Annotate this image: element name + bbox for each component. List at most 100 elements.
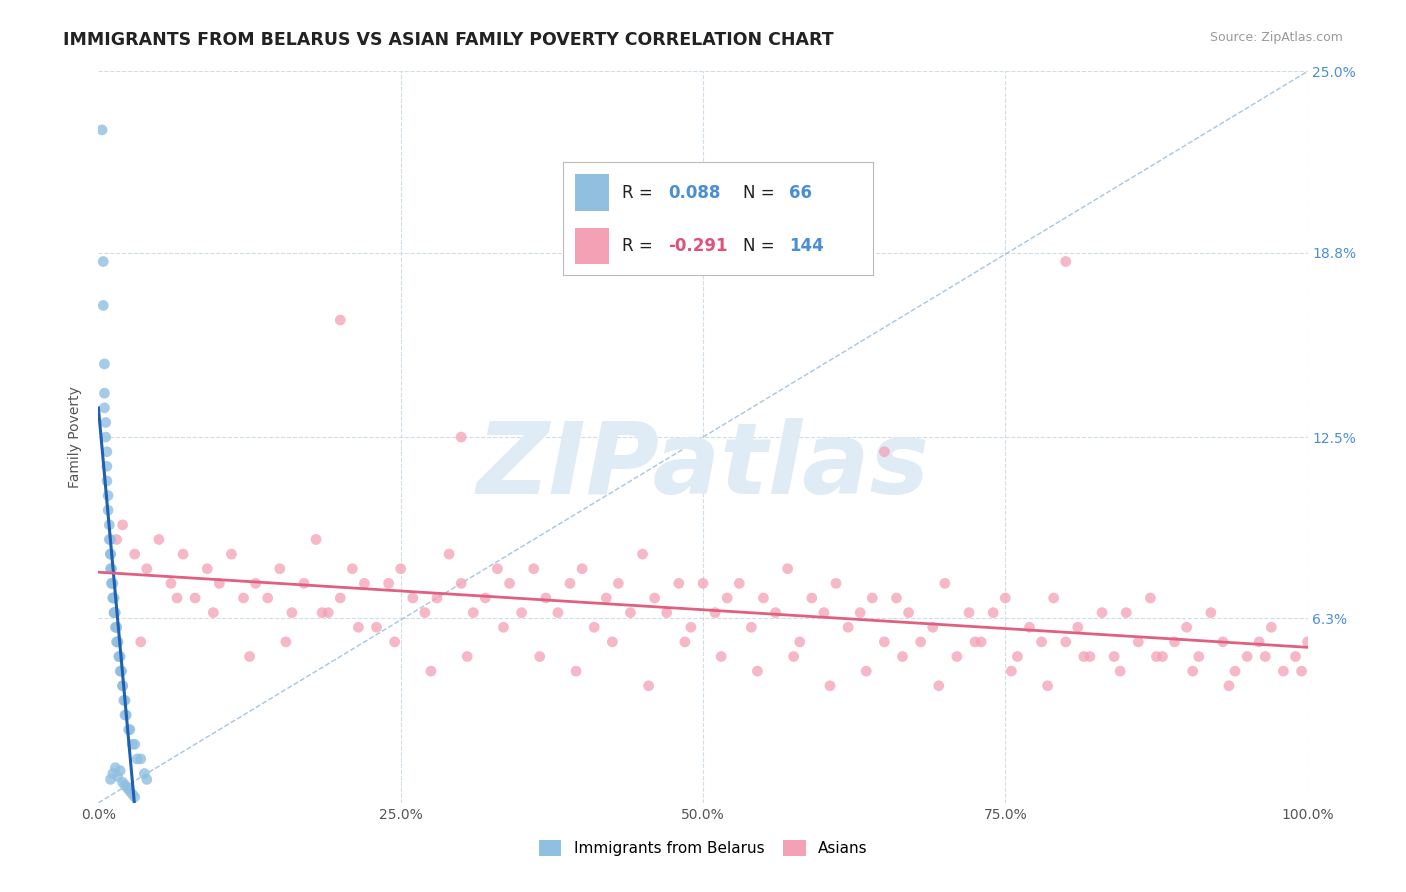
Point xyxy=(474,591,496,605)
Text: -0.291: -0.291 xyxy=(668,237,728,255)
Point xyxy=(110,664,132,678)
Point xyxy=(783,649,806,664)
Point xyxy=(221,547,243,561)
Point xyxy=(1054,254,1077,268)
Point xyxy=(129,635,152,649)
Point xyxy=(129,752,152,766)
Point xyxy=(269,562,291,576)
Point xyxy=(492,620,515,634)
Point xyxy=(108,764,131,778)
Point xyxy=(456,649,478,664)
Point xyxy=(115,708,138,723)
Point xyxy=(97,489,120,503)
Point xyxy=(607,576,630,591)
Point xyxy=(111,679,134,693)
Point xyxy=(1109,664,1132,678)
Point xyxy=(98,517,121,532)
Point xyxy=(112,693,135,707)
Point xyxy=(184,591,207,605)
Point xyxy=(105,620,128,634)
Point xyxy=(101,591,124,605)
Point xyxy=(108,649,131,664)
Point xyxy=(752,591,775,605)
Point xyxy=(631,547,654,561)
Point xyxy=(96,444,118,458)
Point xyxy=(195,562,218,576)
Bar xyxy=(575,227,609,264)
Point xyxy=(342,562,364,576)
Point xyxy=(1223,664,1246,678)
Point xyxy=(100,576,122,591)
Point xyxy=(849,606,872,620)
Point xyxy=(104,606,127,620)
Point xyxy=(232,591,254,605)
Point xyxy=(103,606,125,620)
Point xyxy=(114,778,136,792)
Point xyxy=(1115,606,1137,620)
Point xyxy=(970,635,993,649)
Point xyxy=(886,591,908,605)
Point xyxy=(105,620,128,634)
Point xyxy=(121,787,143,801)
Point xyxy=(377,576,399,591)
Point xyxy=(1031,635,1053,649)
Point xyxy=(402,591,425,605)
Point xyxy=(105,533,128,547)
Point xyxy=(110,664,132,678)
Point xyxy=(765,606,787,620)
Point xyxy=(1188,649,1211,664)
Point xyxy=(118,723,141,737)
Point xyxy=(529,649,551,664)
Point xyxy=(1291,664,1313,678)
Point xyxy=(305,533,328,547)
Point xyxy=(825,576,848,591)
Point xyxy=(873,635,896,649)
Point xyxy=(111,775,134,789)
Point xyxy=(96,459,118,474)
Point xyxy=(91,123,114,137)
Point xyxy=(97,503,120,517)
Point xyxy=(100,533,122,547)
Point xyxy=(740,620,762,634)
Point xyxy=(104,761,127,775)
Point xyxy=(104,620,127,634)
Point xyxy=(728,576,751,591)
Point xyxy=(1152,649,1174,664)
Point xyxy=(103,591,125,605)
Point xyxy=(716,591,738,605)
Point xyxy=(818,679,841,693)
Point xyxy=(910,635,932,649)
Point xyxy=(450,576,472,591)
Point xyxy=(463,606,485,620)
Point xyxy=(108,664,131,678)
Legend: Immigrants from Belarus, Asians: Immigrants from Belarus, Asians xyxy=(534,836,872,861)
Point xyxy=(105,635,128,649)
Point xyxy=(172,547,194,561)
Point xyxy=(1091,606,1114,620)
Point xyxy=(281,606,304,620)
Point xyxy=(93,357,115,371)
Point xyxy=(292,576,315,591)
Point xyxy=(384,635,406,649)
Point xyxy=(94,416,117,430)
Point xyxy=(565,664,588,678)
Point xyxy=(256,591,278,605)
Text: N =: N = xyxy=(742,184,779,202)
Text: 66: 66 xyxy=(789,184,813,202)
Point xyxy=(1284,649,1306,664)
Text: Source: ZipAtlas.com: Source: ZipAtlas.com xyxy=(1209,31,1343,45)
Point xyxy=(103,606,125,620)
Point xyxy=(571,562,593,576)
Point xyxy=(118,784,141,798)
Point xyxy=(921,620,943,634)
Point xyxy=(602,635,624,649)
Point xyxy=(100,562,122,576)
Point xyxy=(101,766,124,780)
Point xyxy=(1007,649,1029,664)
Point xyxy=(1296,635,1319,649)
Point xyxy=(107,769,129,783)
Point xyxy=(679,620,702,634)
Point xyxy=(426,591,449,605)
Point xyxy=(789,635,811,649)
Point xyxy=(837,620,859,634)
